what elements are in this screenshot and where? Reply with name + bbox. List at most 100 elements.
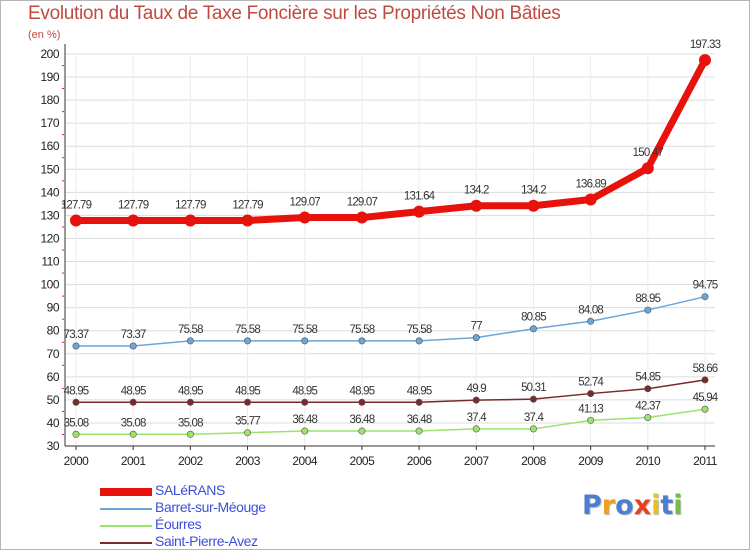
- data-label: 73.37: [121, 329, 146, 341]
- data-point: [644, 413, 652, 421]
- data-point: [641, 162, 654, 175]
- logo-letter: o: [615, 490, 634, 521]
- data-point: [587, 416, 595, 424]
- data-point: [644, 385, 652, 393]
- data-label: 41.13: [578, 403, 603, 415]
- data-point: [472, 334, 480, 342]
- data-point: [301, 427, 309, 435]
- data-label: 88.95: [635, 293, 660, 305]
- data-point: [184, 214, 197, 227]
- legend-item: SALéRANS: [100, 482, 400, 501]
- data-point: [644, 306, 652, 314]
- data-point: [129, 342, 137, 350]
- data-point: [529, 425, 537, 433]
- legend-label: Barret-sur-Méouge: [155, 499, 266, 515]
- data-point: [587, 390, 595, 398]
- data-point: [186, 430, 194, 438]
- data-point: [527, 199, 540, 212]
- data-label: 58.66: [693, 363, 718, 375]
- data-label: 127.79: [232, 200, 263, 212]
- legend-item: Éourres: [100, 516, 400, 535]
- data-point: [529, 325, 537, 333]
- data-label: 48.95: [64, 385, 89, 397]
- y-tick-label: 170: [40, 116, 59, 130]
- series-line-2: [75, 408, 706, 436]
- data-label: 127.79: [175, 200, 206, 212]
- data-label: 36.48: [407, 414, 432, 426]
- data-label: 127.79: [118, 200, 149, 212]
- x-tick-label: 2007: [464, 454, 490, 468]
- data-point: [415, 337, 423, 345]
- data-label: 73.37: [64, 329, 89, 341]
- data-label: 136.89: [575, 179, 606, 191]
- data-label: 37.4: [524, 412, 545, 424]
- x-tick-label: 2000: [64, 454, 90, 468]
- y-tick-label: 160: [40, 139, 59, 153]
- x-tick-label: 2002: [178, 454, 204, 468]
- data-point: [129, 430, 137, 438]
- x-tick-label: 2010: [635, 454, 661, 468]
- data-label: 129.07: [347, 197, 378, 209]
- legend-label: Saint-Pierre-Avez: [155, 533, 258, 549]
- data-point: [70, 214, 82, 227]
- legend-label: Éourres: [155, 516, 202, 532]
- data-point: [301, 337, 309, 345]
- data-point: [358, 427, 366, 435]
- data-label: 129.07: [290, 197, 321, 209]
- x-tick-label: 2011: [693, 454, 718, 468]
- data-label: 37.4: [467, 412, 488, 424]
- y-tick-label: 200: [40, 47, 59, 61]
- logo-letter: i: [673, 490, 683, 521]
- legend-swatch: [100, 488, 152, 496]
- data-label: 75.58: [235, 324, 260, 336]
- data-label: 50.31: [521, 382, 546, 394]
- data-point: [244, 429, 252, 437]
- data-point: [701, 376, 709, 384]
- data-point: [72, 342, 80, 350]
- data-label: 35.77: [235, 416, 260, 428]
- x-tick-label: 2003: [235, 454, 261, 468]
- data-point: [72, 430, 80, 438]
- data-label: 75.58: [407, 324, 432, 336]
- data-point: [587, 317, 595, 325]
- y-tick-label: 120: [40, 231, 59, 245]
- data-label: 127.79: [61, 200, 92, 212]
- data-label: 197.33: [690, 39, 721, 51]
- data-label: 131.64: [404, 191, 436, 203]
- data-point: [701, 405, 709, 413]
- x-tick-label: 2008: [521, 454, 547, 468]
- chart-title: Evolution du Taux de Taxe Foncière sur l…: [28, 3, 561, 24]
- legend-item: Barret-sur-Méouge: [100, 499, 400, 518]
- data-label: 48.95: [235, 385, 260, 397]
- y-tick-label: 70: [47, 347, 60, 361]
- data-point: [358, 398, 366, 406]
- data-label: 75.58: [178, 324, 203, 336]
- legend-swatch: [100, 525, 152, 527]
- y-tick-label: 140: [40, 185, 59, 199]
- data-point: [129, 398, 137, 406]
- data-label: 150.47: [633, 147, 664, 159]
- data-point: [355, 211, 368, 224]
- data-label: 54.85: [635, 372, 660, 384]
- data-label: 45.94: [693, 392, 719, 404]
- data-point: [470, 199, 483, 212]
- data-point: [72, 398, 80, 406]
- data-point: [529, 395, 537, 403]
- chart-unit-label: (en %): [28, 29, 61, 41]
- logo-letter: r: [601, 490, 616, 521]
- legend-item: Saint-Pierre-Avez: [100, 533, 400, 552]
- data-label: 35.08: [64, 417, 89, 429]
- series-line-1: [75, 295, 706, 347]
- y-tick-label: 90: [47, 301, 60, 315]
- data-label: 48.95: [407, 385, 432, 397]
- data-point: [244, 398, 252, 406]
- chart-legend: SALéRANS Barret-sur-Méouge Éourres Saint-Pi…: [100, 482, 400, 552]
- data-label: 36.48: [292, 414, 317, 426]
- data-point: [472, 396, 480, 404]
- logo-letter: P: [582, 490, 602, 521]
- data-label: 134.2: [521, 185, 546, 197]
- data-label: 48.95: [178, 385, 203, 397]
- data-point: [298, 211, 311, 224]
- y-tick-label: 110: [41, 255, 59, 269]
